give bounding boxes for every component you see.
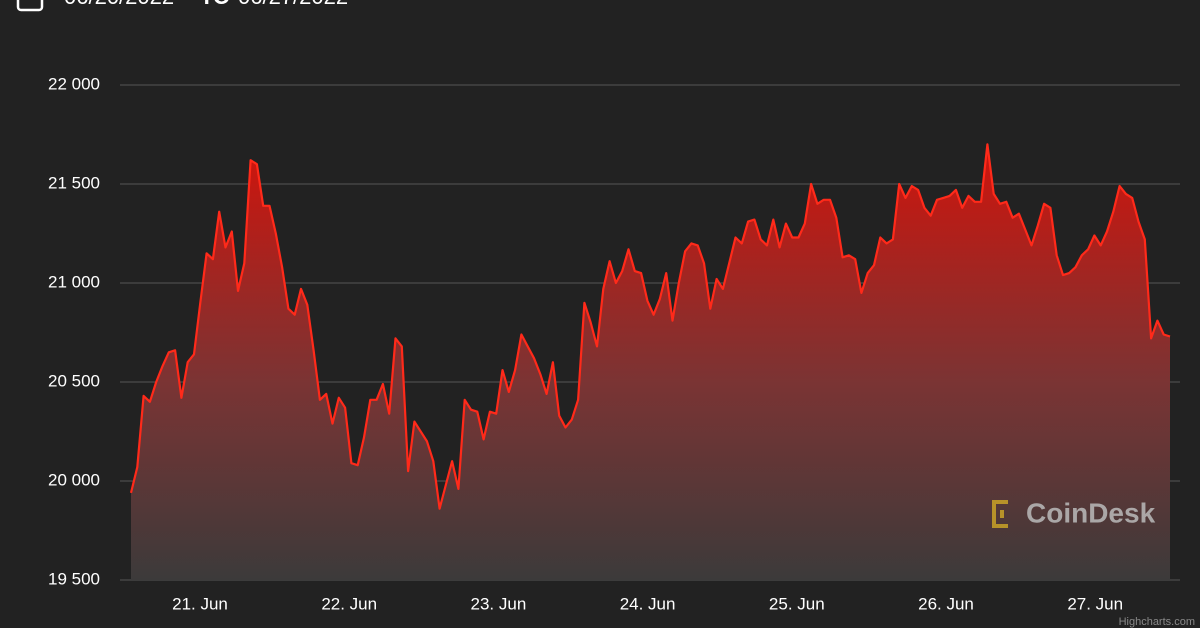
area-fill: [131, 144, 1170, 580]
x-tick-label: 26. Jun: [918, 594, 974, 613]
calendar-icon: [16, 0, 44, 12]
y-tick-label: 20 000: [48, 470, 100, 489]
credits: Highcharts.com: [1119, 616, 1195, 628]
x-tick-label: 27. Jun: [1067, 594, 1123, 613]
watermark: CoinDesk: [1026, 497, 1156, 528]
date-from: 06/20/2022: [64, 0, 174, 9]
x-tick-label: 25. Jun: [769, 594, 825, 613]
x-tick-label: 24. Jun: [620, 594, 676, 613]
x-tick-label: 23. Jun: [471, 594, 527, 613]
plot: [129, 143, 1171, 580]
x-tick-label: 21. Jun: [172, 594, 228, 613]
y-tick-label: 22 000: [48, 74, 100, 93]
date-to: 06/27/2022: [238, 0, 348, 9]
price-line: [129, 143, 1171, 510]
y-tick-label: 21 000: [48, 272, 100, 291]
y-tick-label: 21 500: [48, 173, 100, 192]
watermark-logo: [992, 500, 1008, 528]
y-tick-label: 19 500: [48, 569, 100, 588]
date-separator: TO: [200, 0, 230, 9]
x-tick-label: 22. Jun: [321, 594, 377, 613]
y-tick-label: 20 500: [48, 371, 100, 390]
